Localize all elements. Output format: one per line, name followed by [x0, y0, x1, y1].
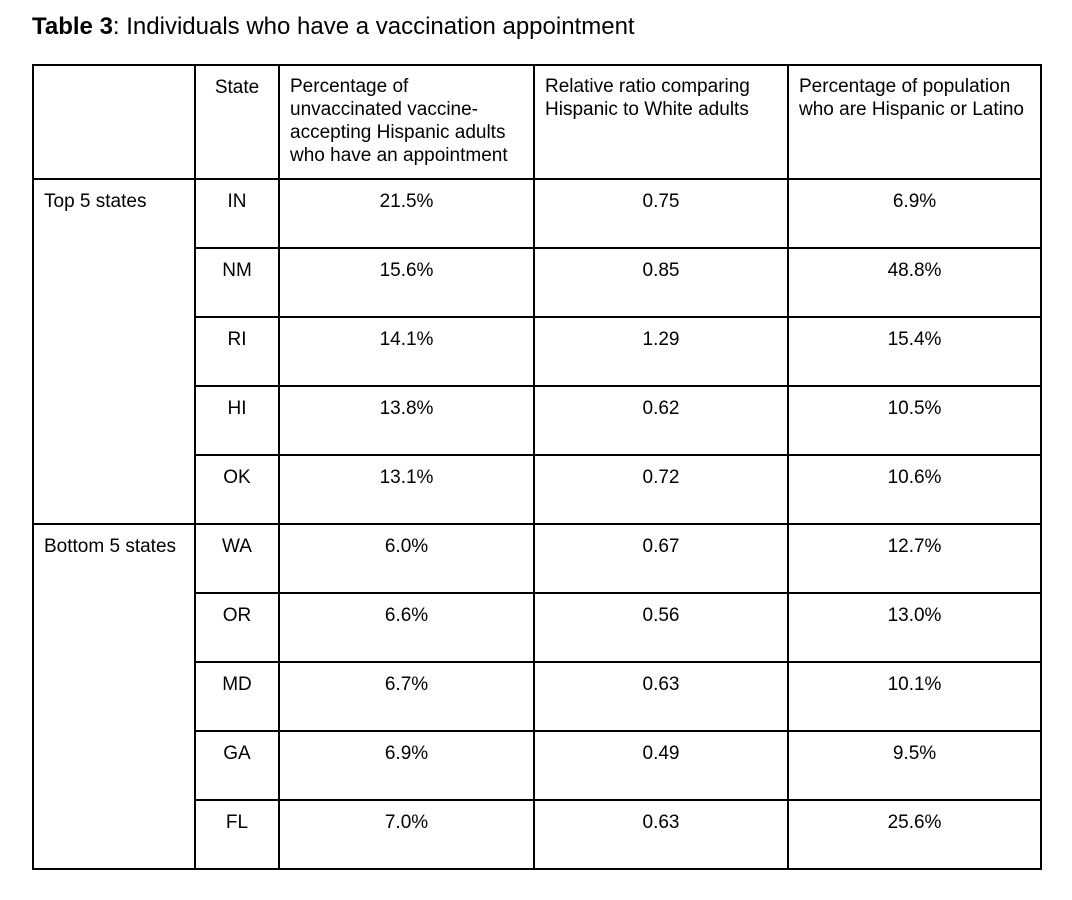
state-cell: FL	[194, 799, 280, 870]
pct-appointment-cell: 7.0%	[278, 799, 535, 870]
table-row-or: OR 6.6% 0.56 13.0%	[33, 592, 1042, 663]
pct-population-cell: 10.1%	[787, 661, 1042, 732]
group-label-bottom-5-states: Bottom 5 states	[32, 523, 196, 870]
header-pct-population: Percentage of population who are Hispani…	[787, 64, 1042, 180]
table-row-in: Top 5 states IN 21.5% 0.75 6.9%	[32, 178, 1042, 525]
pct-appointment-cell: 6.9%	[278, 730, 535, 801]
relative-ratio-cell: 0.62	[533, 385, 789, 456]
state-cell: MD	[194, 661, 280, 732]
table-row-md: MD 6.7% 0.63 10.1%	[33, 661, 1042, 732]
header-empty-cell	[32, 64, 196, 180]
state-cell: OR	[194, 592, 280, 663]
relative-ratio-cell: 0.85	[533, 247, 789, 318]
table-row-nm: NM 15.6% 0.85 48.8%	[33, 247, 1042, 318]
pct-appointment-cell: 15.6%	[278, 247, 535, 318]
state-cell: HI	[194, 385, 280, 456]
pct-population-cell: 6.9%	[787, 178, 1042, 249]
header-state: State	[194, 64, 280, 180]
table-row-fl: FL 7.0% 0.63 25.6%	[33, 799, 1042, 870]
pct-appointment-cell: 6.6%	[278, 592, 535, 663]
pct-population-cell: 15.4%	[787, 316, 1042, 387]
table-row-ga: GA 6.9% 0.49 9.5%	[33, 730, 1042, 801]
relative-ratio-cell: 0.75	[533, 178, 789, 249]
page-title: Table 3: Individuals who have a vaccinat…	[32, 12, 635, 42]
relative-ratio-cell: 1.29	[533, 316, 789, 387]
pct-appointment-cell: 6.7%	[278, 661, 535, 732]
pct-population-cell: 12.7%	[787, 523, 1042, 594]
header-pct-appointment: Percentage of unvaccinated vaccine-accep…	[278, 64, 535, 180]
pct-appointment-cell: 13.8%	[278, 385, 535, 456]
table-row-wa: Bottom 5 states WA 6.0% 0.67 12.7%	[32, 523, 1042, 870]
relative-ratio-cell: 0.49	[533, 730, 789, 801]
header-relative-ratio: Relative ratio comparing Hispanic to Whi…	[533, 64, 789, 180]
pct-appointment-cell: 14.1%	[278, 316, 535, 387]
pct-appointment-cell: 13.1%	[278, 454, 535, 525]
relative-ratio-cell: 0.67	[533, 523, 789, 594]
state-cell: GA	[194, 730, 280, 801]
relative-ratio-cell: 0.56	[533, 592, 789, 663]
state-cell: NM	[194, 247, 280, 318]
table-row-hi: HI 13.8% 0.62 10.5%	[33, 385, 1042, 456]
state-cell: RI	[194, 316, 280, 387]
pct-population-cell: 25.6%	[787, 799, 1042, 870]
pct-population-cell: 13.0%	[787, 592, 1042, 663]
state-cell: WA	[194, 523, 280, 594]
pct-population-cell: 48.8%	[787, 247, 1042, 318]
pct-population-cell: 9.5%	[787, 730, 1042, 801]
pct-population-cell: 10.5%	[787, 385, 1042, 456]
table-row-ri: RI 14.1% 1.29 15.4%	[33, 316, 1042, 387]
table-caption: : Individuals who have a vaccination app…	[112, 13, 635, 40]
pct-population-cell: 10.6%	[787, 454, 1042, 525]
state-cell: OK	[194, 454, 280, 525]
pct-appointment-cell: 6.0%	[278, 523, 535, 594]
table-number: Table 3	[32, 13, 113, 40]
pct-appointment-cell: 21.5%	[278, 178, 535, 249]
relative-ratio-cell: 0.63	[533, 799, 789, 870]
group-label-top-5-states: Top 5 states	[32, 178, 196, 525]
table-row-ok: OK 13.1% 0.72 10.6%	[33, 454, 1042, 525]
relative-ratio-cell: 0.63	[533, 661, 789, 732]
relative-ratio-cell: 0.72	[533, 454, 789, 525]
vaccination-appointment-table: State Percentage of unvaccinated vaccine…	[32, 64, 1042, 870]
header-row: State Percentage of unvaccinated vaccine…	[32, 64, 1042, 180]
state-cell: IN	[194, 178, 280, 249]
